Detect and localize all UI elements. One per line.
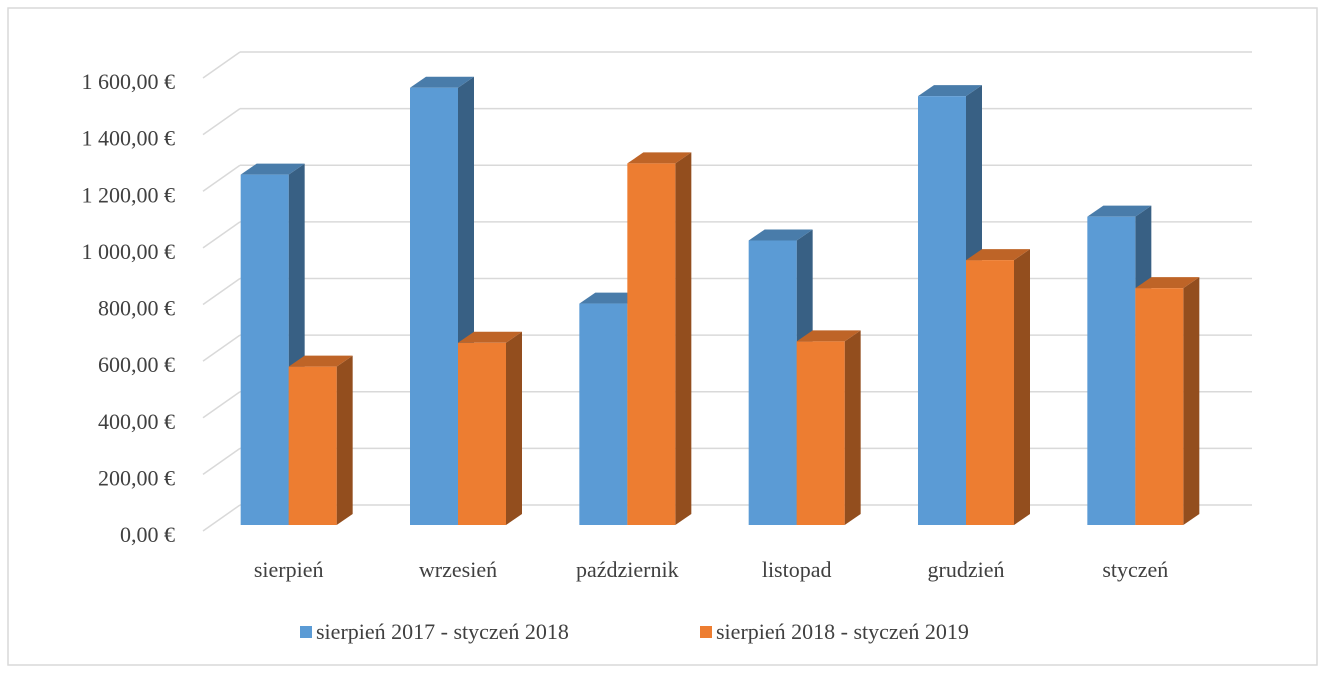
bar-top <box>748 229 813 241</box>
y-tick-label: 1 000,00 € <box>82 239 176 264</box>
bar-side <box>1014 249 1030 526</box>
bar-top <box>966 249 1030 261</box>
bar-side <box>506 331 522 525</box>
legend-swatch <box>700 626 712 638</box>
y-tick-label: 1 600,00 € <box>82 69 176 94</box>
bar-top <box>627 152 692 164</box>
bar-top <box>796 330 861 342</box>
grid-line <box>202 277 241 306</box>
y-tick-label: 200,00 € <box>98 465 175 490</box>
y-tick-label: 800,00 € <box>98 296 175 321</box>
bar <box>966 260 1014 525</box>
bar-top <box>288 355 353 367</box>
bar-side <box>1183 277 1200 525</box>
bar <box>627 163 676 525</box>
x-tick-label: sierpień <box>254 557 324 582</box>
y-tick-label: 1 200,00 € <box>82 182 176 207</box>
y-tick-label: 600,00 € <box>98 352 175 377</box>
bar <box>579 303 628 525</box>
grid-line <box>202 108 241 136</box>
bar-top <box>1087 205 1152 217</box>
grid-line <box>202 504 241 532</box>
bar-side <box>675 152 692 525</box>
bar <box>918 96 966 526</box>
bar <box>796 341 845 525</box>
grid-line <box>202 164 241 192</box>
bar <box>458 342 506 525</box>
bar <box>240 174 289 526</box>
bar-top <box>458 331 522 343</box>
x-tick-label: styczeń <box>1102 557 1168 582</box>
legend-label: sierpień 2017 - styczeń 2018 <box>316 619 569 644</box>
grid-line <box>202 391 241 419</box>
y-tick-label: 1 400,00 € <box>82 126 176 151</box>
bar <box>748 240 797 525</box>
y-tick-label: 400,00 € <box>98 409 175 434</box>
bar-top <box>918 85 982 97</box>
bar-top <box>240 163 305 175</box>
bar <box>410 87 458 525</box>
bar-side <box>336 355 353 525</box>
legend-swatch <box>300 626 312 638</box>
grid-line <box>202 221 241 249</box>
x-tick-label: grudzień <box>928 557 1005 582</box>
grid-line <box>202 447 241 475</box>
legend-label: sierpień 2018 - styczeń 2019 <box>716 619 969 644</box>
x-tick-label: listopad <box>762 557 832 582</box>
grid-line <box>202 334 241 362</box>
bar-side <box>844 330 861 525</box>
y-tick-label: 0,00 € <box>120 522 175 547</box>
bar-top <box>410 76 474 88</box>
x-tick-label: październik <box>576 557 679 582</box>
bar <box>288 366 337 525</box>
bar <box>1087 216 1136 526</box>
bar-top <box>1135 277 1200 289</box>
x-tick-label: wrzesień <box>419 557 497 582</box>
grid-line <box>202 51 241 79</box>
bar <box>1135 288 1184 525</box>
